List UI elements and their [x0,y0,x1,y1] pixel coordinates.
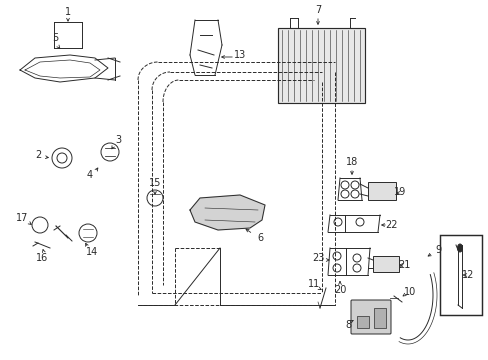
Text: 1: 1 [65,7,71,17]
Polygon shape [190,195,264,230]
Text: 22: 22 [385,220,397,230]
Text: 21: 21 [397,260,409,270]
Bar [373,308,385,328]
Text: 9: 9 [434,245,440,255]
Text: 14: 14 [86,247,98,257]
Text: 7: 7 [314,5,321,15]
Text: 6: 6 [256,233,263,243]
Bar [372,256,398,272]
Text: 3: 3 [115,135,121,145]
Bar [356,316,368,328]
Text: 20: 20 [333,285,346,295]
Bar [278,28,364,103]
Text: 13: 13 [233,50,245,60]
Text: 18: 18 [345,157,357,167]
Ellipse shape [457,244,462,252]
Text: 8: 8 [344,320,350,330]
Text: 19: 19 [393,187,406,197]
Text: 12: 12 [461,270,473,280]
Text: 10: 10 [403,287,415,297]
FancyBboxPatch shape [350,300,390,334]
Text: 4: 4 [87,170,93,180]
Text: 23: 23 [311,253,324,263]
Text: 2: 2 [35,150,41,160]
Text: 17: 17 [16,213,28,223]
Bar [367,182,395,200]
Bar [439,235,481,315]
Text: 15: 15 [148,178,161,188]
Text: 5: 5 [52,33,58,43]
Text: 16: 16 [36,253,48,263]
Text: 11: 11 [307,279,320,289]
